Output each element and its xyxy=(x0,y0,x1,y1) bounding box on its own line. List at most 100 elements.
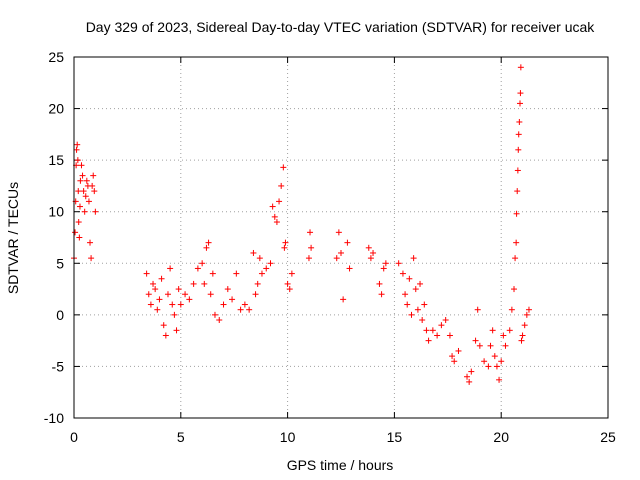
data-point xyxy=(147,301,154,308)
data-point xyxy=(514,188,521,195)
data-point xyxy=(406,275,413,282)
data-point xyxy=(512,255,519,262)
data-point xyxy=(412,286,419,293)
data-point xyxy=(175,286,182,293)
x-tick-label: 20 xyxy=(493,429,509,445)
data-point xyxy=(76,203,83,210)
data-point xyxy=(269,203,276,210)
data-point xyxy=(150,280,157,287)
y-tick-label: 5 xyxy=(56,255,64,271)
data-point xyxy=(256,255,263,262)
data-point xyxy=(164,291,171,298)
data-points xyxy=(71,64,532,385)
data-point xyxy=(513,210,520,217)
data-point xyxy=(344,239,351,246)
data-point xyxy=(284,280,291,287)
data-point xyxy=(446,332,453,339)
data-point xyxy=(75,188,82,195)
y-axis-label: SDTVAR / TECUs xyxy=(5,182,21,294)
x-tick-label: 15 xyxy=(387,429,403,445)
data-point xyxy=(82,193,89,200)
y-tick-label: 15 xyxy=(48,152,64,168)
data-point xyxy=(216,317,223,324)
data-point xyxy=(199,260,206,267)
plot-frame xyxy=(73,56,609,419)
data-point xyxy=(224,286,231,293)
data-point xyxy=(278,182,285,189)
data-point xyxy=(487,342,494,349)
data-point xyxy=(190,280,197,287)
data-point xyxy=(500,332,507,339)
data-point xyxy=(472,337,479,344)
data-point xyxy=(521,322,528,329)
data-point xyxy=(282,239,289,246)
data-point xyxy=(382,260,389,267)
data-point xyxy=(423,327,430,334)
y-tick-label: 0 xyxy=(56,307,64,323)
data-point xyxy=(273,219,280,226)
data-point xyxy=(152,286,159,293)
data-point xyxy=(485,363,492,370)
data-point xyxy=(281,244,288,251)
data-point xyxy=(498,358,505,365)
data-point xyxy=(233,270,240,277)
data-point xyxy=(162,332,169,339)
data-point xyxy=(365,244,372,251)
data-point xyxy=(466,378,473,385)
data-point xyxy=(438,322,445,329)
data-point xyxy=(77,177,84,184)
data-point xyxy=(455,347,462,354)
data-point xyxy=(421,301,428,308)
data-point xyxy=(370,249,377,256)
data-point xyxy=(508,306,515,313)
data-point xyxy=(160,322,167,329)
data-point xyxy=(518,337,525,344)
data-point xyxy=(434,332,441,339)
data-point xyxy=(85,198,92,205)
data-point xyxy=(395,260,402,267)
data-point xyxy=(229,296,236,303)
data-point xyxy=(79,172,86,179)
data-point xyxy=(246,306,253,313)
data-point xyxy=(156,296,163,303)
data-point xyxy=(476,342,483,349)
data-point xyxy=(203,244,210,251)
data-point xyxy=(276,198,283,205)
data-point xyxy=(367,255,374,262)
data-point xyxy=(76,234,83,241)
data-point xyxy=(288,270,295,277)
data-point xyxy=(517,90,524,97)
data-point xyxy=(207,291,214,298)
data-point xyxy=(194,265,201,272)
data-point xyxy=(502,342,509,349)
data-point xyxy=(496,376,503,383)
data-point xyxy=(83,177,90,184)
data-point xyxy=(346,265,353,272)
data-point xyxy=(167,265,174,272)
data-point xyxy=(87,239,94,246)
data-point xyxy=(414,306,421,313)
x-tick-label: 0 xyxy=(70,429,78,445)
data-point xyxy=(481,358,488,365)
data-point xyxy=(523,311,530,318)
data-point xyxy=(158,275,165,282)
y-tick-label: 20 xyxy=(48,101,64,117)
data-point xyxy=(241,301,248,308)
data-point xyxy=(514,167,521,174)
data-point xyxy=(90,172,97,179)
data-point xyxy=(376,280,383,287)
data-point xyxy=(254,280,261,287)
y-tick-label: 25 xyxy=(48,49,64,65)
data-point xyxy=(402,291,409,298)
y-axis-ticks: -10 -5 0 5 10 15 20 25 xyxy=(44,49,608,426)
data-point xyxy=(91,188,98,195)
data-point xyxy=(333,255,340,262)
data-point xyxy=(410,255,417,262)
data-point xyxy=(89,182,96,189)
data-point xyxy=(491,353,498,360)
data-point xyxy=(74,141,81,148)
data-point xyxy=(340,296,347,303)
data-point xyxy=(286,286,293,293)
data-point xyxy=(267,260,274,267)
